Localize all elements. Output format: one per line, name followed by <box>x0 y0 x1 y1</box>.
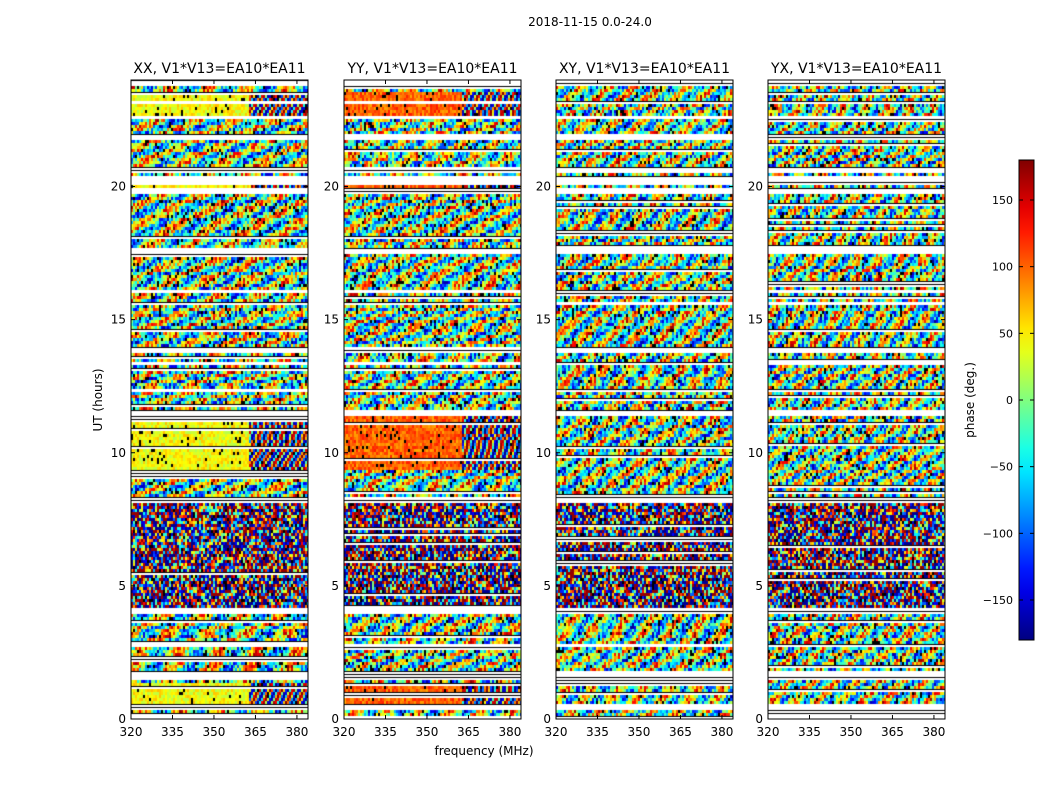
y-tick-label: 20 <box>324 180 339 194</box>
heatmap-panel: YX, V1*V13=EA10*EA11 320 335 350 365 380 0 5 10 1… <box>748 61 946 739</box>
colorbar: 150 100 50 0 −50 −100 −150 phase (deg.) <box>963 159 1035 641</box>
x-tick-label: 380 <box>710 725 733 739</box>
panel-title: XY, V1*V13=EA10*EA11 <box>559 61 730 77</box>
panel-title: YY, V1*V13=EA10*EA11 <box>346 61 517 77</box>
plot-frame <box>767 79 946 720</box>
colorbar-tick-label: 100 <box>992 261 1013 274</box>
x-tick-label: 320 <box>120 725 143 739</box>
figure-suptitle: 2018-11-15 0.0-24.0 <box>528 15 652 29</box>
x-tick-label: 335 <box>374 725 397 739</box>
y-tick-label: 0 <box>118 712 126 726</box>
colorbar-tick-label: −50 <box>990 461 1013 474</box>
heatmap-image <box>556 80 733 719</box>
y-tick-label: 0 <box>543 712 551 726</box>
x-tick-label: 350 <box>628 725 651 739</box>
x-tick-label: 365 <box>881 725 904 739</box>
heatmap-image <box>768 80 945 719</box>
y-tick-label: 15 <box>748 313 763 327</box>
x-tick-label: 335 <box>798 725 821 739</box>
y-tick-label: 15 <box>536 313 551 327</box>
y-tick-label: 10 <box>111 446 126 460</box>
y-tick-label: 0 <box>755 712 763 726</box>
plot-frame <box>555 79 734 720</box>
x-tick-label: 320 <box>757 725 780 739</box>
y-tick-label: 10 <box>324 446 339 460</box>
heatmap-panel: XY, V1*V13=EA10*EA11 320 335 350 365 380 0 5 10 1… <box>536 61 734 739</box>
y-tick-label: 15 <box>111 313 126 327</box>
y-tick-label: 20 <box>748 180 763 194</box>
y-tick-label: 20 <box>111 180 126 194</box>
x-tick-label: 365 <box>244 725 267 739</box>
x-tick-label: 380 <box>498 725 521 739</box>
plot-frame <box>343 79 522 720</box>
y-tick-label: 15 <box>324 313 339 327</box>
y-axis-label: UT (hours) <box>91 368 105 431</box>
colorbar-label: phase (deg.) <box>963 362 977 438</box>
y-tick-label: 0 <box>331 712 339 726</box>
x-tick-label: 320 <box>545 725 568 739</box>
x-tick-label: 380 <box>922 725 945 739</box>
x-tick-label: 380 <box>285 725 308 739</box>
heatmap-panel: YY, V1*V13=EA10*EA11 320 335 350 365 380 0 5 10 1… <box>324 61 522 739</box>
y-tick-label: 20 <box>536 180 551 194</box>
heatmap-image <box>131 80 308 719</box>
colorbar-tick-label: −100 <box>983 527 1013 540</box>
x-tick-label: 350 <box>203 725 226 739</box>
colorbar-tick-label: 0 <box>1006 394 1013 407</box>
heatmap-image <box>344 80 521 719</box>
colorbar-tick-label: 50 <box>999 327 1013 340</box>
x-tick-label: 320 <box>333 725 356 739</box>
plot-frame <box>130 79 309 720</box>
y-tick-label: 5 <box>118 579 126 593</box>
colorbar-tick-label: 150 <box>992 194 1013 207</box>
y-tick-label: 10 <box>748 446 763 460</box>
x-tick-label: 350 <box>416 725 439 739</box>
x-tick-label: 365 <box>669 725 692 739</box>
panel-group: XX, V1*V13=EA10*EA11 320 335 350 365 380 0 5 10 1… <box>111 61 946 739</box>
x-tick-label: 335 <box>586 725 609 739</box>
panel-title: YX, V1*V13=EA10*EA11 <box>770 61 942 77</box>
heatmap-panel: XX, V1*V13=EA10*EA11 320 335 350 365 380 0 5 10 1… <box>111 61 309 739</box>
y-tick-label: 5 <box>543 579 551 593</box>
x-tick-label: 365 <box>457 725 480 739</box>
y-tick-label: 10 <box>536 446 551 460</box>
panel-title: XX, V1*V13=EA10*EA11 <box>133 61 305 77</box>
y-tick-label: 5 <box>331 579 339 593</box>
colorbar-tick-label: −150 <box>983 594 1013 607</box>
x-axis-label: frequency (MHz) <box>434 744 533 758</box>
y-tick-label: 5 <box>755 579 763 593</box>
x-tick-label: 335 <box>161 725 184 739</box>
x-tick-label: 350 <box>840 725 863 739</box>
